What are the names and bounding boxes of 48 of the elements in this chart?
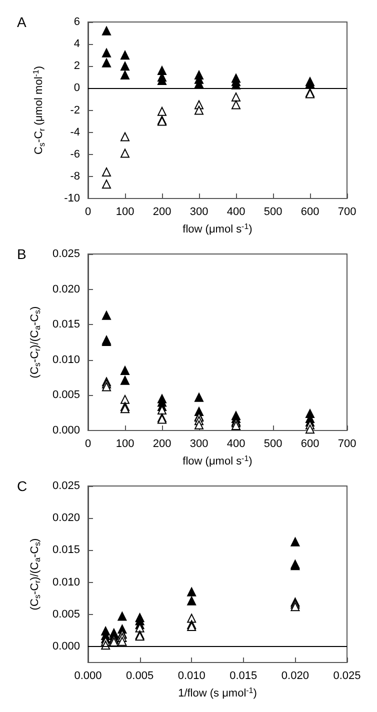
chart-title: A <box>17 14 27 30</box>
text: (Cs-Cr)/(Ca-Cs) <box>29 538 42 610</box>
y-tick-label: -10 <box>64 192 80 204</box>
y-tick-label: -6 <box>70 148 80 160</box>
y-tick-label: 4 <box>74 38 80 50</box>
y-tick-label: 6 <box>74 16 80 28</box>
x-tick-label: 0.010 <box>178 670 206 682</box>
x-tick-label: 200 <box>152 438 172 450</box>
x-tick-label: 400 <box>226 438 246 450</box>
x-tick-label: 600 <box>300 438 320 450</box>
x-tick-label: 700 <box>338 206 356 218</box>
y-tick-label: 0.000 <box>52 424 80 436</box>
x-tick-label: 500 <box>264 206 282 218</box>
y-tick-label: 0.020 <box>52 512 80 524</box>
x-tick-label: 100 <box>116 206 134 218</box>
y-tick-label: 0.025 <box>52 248 80 260</box>
x-tick-label: 300 <box>190 206 208 218</box>
x-tick-label: 100 <box>116 438 134 450</box>
x-tick-label: 0.005 <box>126 670 154 682</box>
x-tick-label: 0.015 <box>230 670 258 682</box>
y-tick-label: 0.015 <box>52 318 80 331</box>
chart-title: C <box>17 478 28 494</box>
y-tick-label: 0.005 <box>52 608 80 620</box>
chart-title: B <box>17 246 26 262</box>
y-tick-label: 0.010 <box>52 576 80 588</box>
y-tick-label: 0.015 <box>52 544 80 556</box>
text: (Cs-Cr)/(Ca-Cs) <box>29 306 42 378</box>
y-tick-label: 2 <box>74 60 80 72</box>
x-tick-label: 0 <box>84 438 92 450</box>
x-tick-label: 200 <box>152 206 172 218</box>
x-tick-label: 0.025 <box>333 670 361 682</box>
y-tick-label: 0.000 <box>52 640 80 652</box>
x-tick-label: 0.020 <box>281 670 309 682</box>
y-tick-label: 0 <box>74 82 80 94</box>
y-tick-label: -2 <box>70 104 80 116</box>
y-tick-label: 0.025 <box>52 480 80 492</box>
y-tick-label: -8 <box>70 170 80 182</box>
x-tick-label: 0 <box>84 206 92 218</box>
x-tick-label: 400 <box>226 206 246 218</box>
y-axis-title: Cs-Cr (μmol mol-1) <box>32 66 46 155</box>
x-tick-label: 500 <box>264 438 282 450</box>
y-tick-label: 0.005 <box>52 389 80 402</box>
y-tick-label: 0.020 <box>52 283 80 296</box>
y-tick-label: -4 <box>70 126 80 138</box>
y-tick-label: 0.010 <box>52 354 80 366</box>
x-tick-label: 300 <box>190 438 208 450</box>
x-tick-label: 700 <box>338 438 356 450</box>
x-tick-label: 600 <box>300 206 320 218</box>
